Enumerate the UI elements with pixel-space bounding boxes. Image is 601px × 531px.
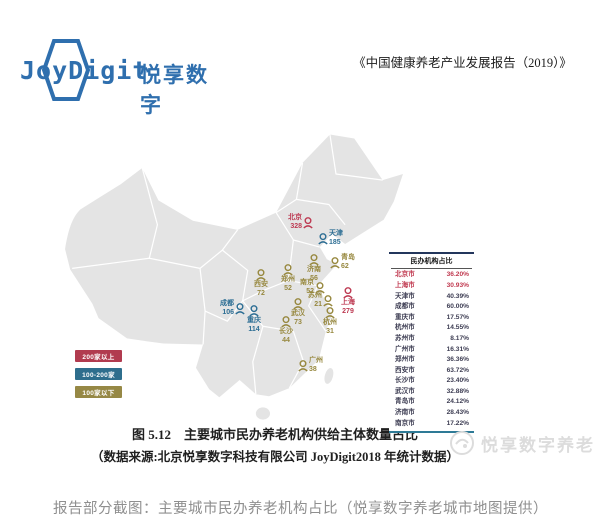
person-icon [281, 316, 291, 328]
table-row: 武汉市 32.88% [395, 387, 469, 395]
city-marker-changsha: 长沙 44 [279, 316, 293, 346]
person-icon [303, 216, 313, 229]
legend-item-over-200: 200家以上 [75, 350, 122, 362]
city-marker-beijing: 北京 328 [288, 214, 313, 232]
city-marker-qingdao: 青岛 62 [330, 254, 355, 272]
city-marker-chengdu: 成都 106 [220, 300, 245, 318]
person-icon [235, 302, 245, 315]
watermark: 悦享数字养老 [449, 430, 595, 456]
hexagon-logo-icon [42, 39, 90, 101]
city-marker-guangzhou: 广州 38 [298, 357, 323, 375]
table-row: 南京市 17.22% [395, 419, 469, 427]
table-row: 西安市 63.72% [395, 366, 469, 374]
person-icon [309, 254, 319, 266]
table-row: 苏州市 8.17% [395, 334, 469, 342]
report-title: 《中国健康养老产业发展报告（2019）》 [353, 56, 572, 70]
table-row: 上海市 30.93% [395, 281, 469, 289]
table-row: 北京市 36.20% [395, 271, 469, 279]
data-source-caption: （数据来源:北京悦享数字科技有限公司 JoyDigit2018 年统计数据） [90, 450, 460, 464]
table-row: 长沙市 23.40% [395, 377, 469, 385]
city-marker-xian: 西安 72 [254, 269, 268, 299]
table-row: 广州市 16.31% [395, 345, 469, 353]
table-row: 济南市 28.43% [395, 409, 469, 417]
logo-wordmark: JoyDigit [20, 56, 149, 85]
city-marker-chongqing: 重庆 114 [247, 305, 261, 335]
person-icon [283, 264, 293, 276]
city-marker-wuhan: 武汉 73 [291, 298, 305, 328]
legend-item-under-100: 100家以下 [75, 386, 122, 398]
person-icon [315, 281, 325, 294]
table-row: 杭州市 14.55% [395, 324, 469, 332]
table-header: 民办机构占比 [391, 254, 472, 269]
person-icon [330, 256, 340, 269]
person-icon [293, 298, 303, 310]
private-institution-ratio-table: 民办机构占比 北京市 36.20% 上海市 30.93% 天津市 40.39% 成都市… [389, 252, 474, 433]
person-icon [318, 232, 328, 245]
table-row: 天津市 40.39% [395, 292, 469, 300]
person-icon [256, 269, 266, 281]
city-marker-shanghai: 上海 279 [341, 287, 355, 317]
city-marker-hangzhou: 杭州 31 [323, 307, 337, 337]
joydigit-logo: JoyDigit 悦享数字 [18, 38, 218, 117]
table-row: 郑州市 36.36% [395, 356, 469, 364]
city-marker-jinan: 济南 56 [307, 254, 321, 284]
china-map-shape [65, 134, 403, 420]
province-borders [72, 134, 383, 395]
city-marker-tianjin: 天津 185 [318, 230, 343, 248]
city-marker-zhengzhou: 郑州 52 [281, 264, 295, 294]
table-row: 成都市 60.00% [395, 303, 469, 311]
city-marker-suzhou: 苏州 21 [308, 292, 333, 310]
city-marker-nanjing: 南京 52 [300, 279, 325, 297]
map-legend: 200家以上 100-200家 100家以下 [75, 350, 122, 398]
table-row: 青岛市 24.12% [395, 398, 469, 406]
person-icon [325, 307, 335, 319]
person-icon [249, 305, 259, 317]
watermark-text: 悦享数字养老 [481, 435, 595, 455]
figure-caption: 图 5.12 主要城市民办养老机构供给主体数量占比 [131, 427, 418, 442]
logo-chinese-name: 悦享数字 [140, 64, 209, 117]
person-icon [343, 287, 353, 299]
legend-item-100-200: 100-200家 [75, 368, 122, 380]
person-icon [323, 294, 333, 307]
person-icon [298, 359, 308, 372]
article-caption: 报告部分截图：主要城市民办养老机构占比（悦享数字养老城市地图提供） [53, 501, 548, 517]
table-row: 重庆市 17.57% [395, 313, 469, 321]
china-map: 北京 328 天津 185 青岛 62 济南 56 郑州 52 西安 72 南京 52 [60, 128, 405, 423]
watermark-logo-icon [450, 431, 474, 455]
